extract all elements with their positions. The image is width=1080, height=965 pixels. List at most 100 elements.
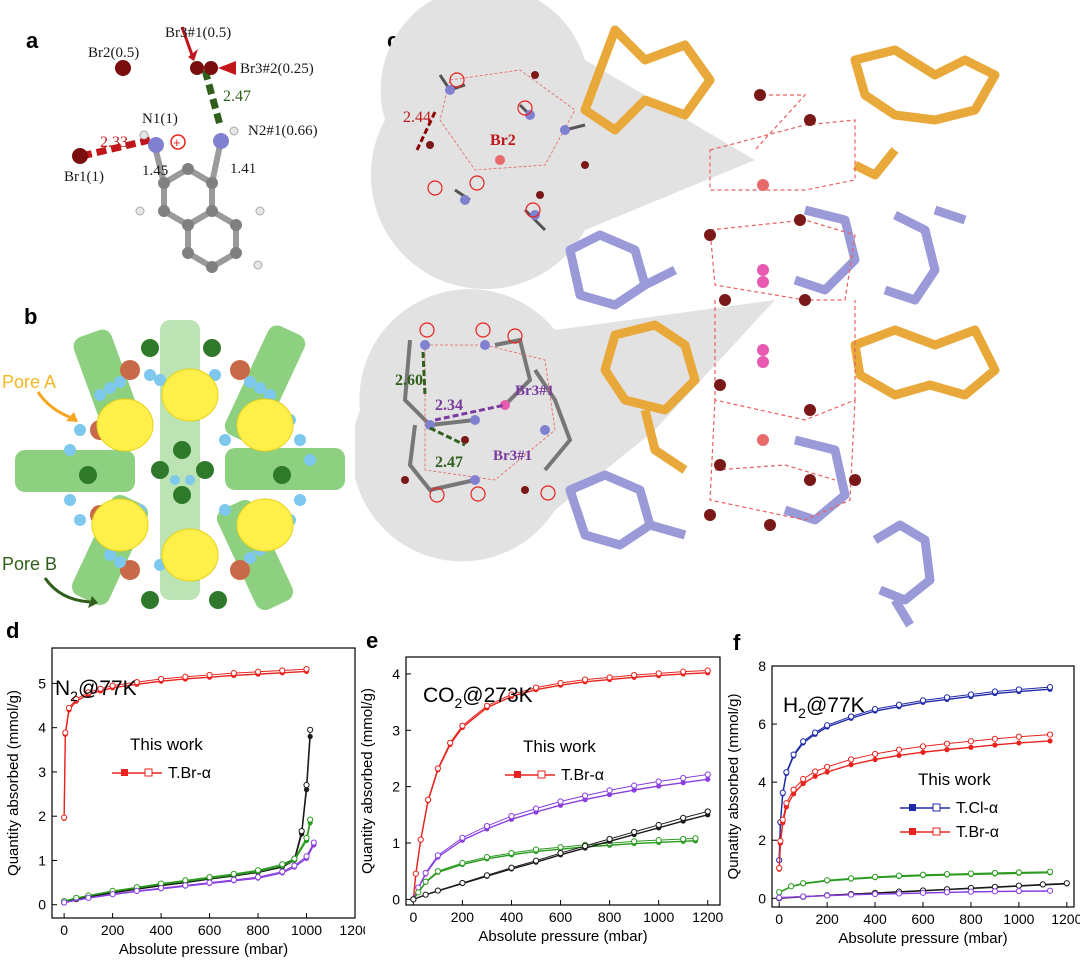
data-point-open-s3-9	[606, 835, 613, 843]
x-tick-label: 0	[409, 909, 417, 925]
bottom-inset-d2: 2.34	[435, 397, 463, 414]
bottom-inset-d1: 2.60	[395, 372, 423, 389]
series-line-2	[778, 872, 1051, 894]
data-point-open-s0-9	[871, 706, 879, 713]
data-point-open-s0-0	[61, 814, 68, 821]
data-point-s1-5	[800, 780, 806, 787]
data-point-open-s0-6	[812, 729, 819, 736]
data-point-open-s2-13	[680, 835, 687, 843]
data-point-open-s0-10	[557, 679, 564, 687]
data-point-open-s2-11	[1015, 869, 1022, 876]
legend-marker-open-1	[932, 827, 941, 836]
x-tick-label: 400	[863, 911, 887, 927]
x-tick-label: 0	[60, 922, 68, 938]
data-point-open-s1-14	[307, 726, 314, 733]
x-tick-label: 1000	[643, 909, 674, 925]
y-tick-label: 4	[758, 774, 766, 790]
pore-b-label: Pore B	[2, 554, 57, 574]
data-point-open-s3-13	[704, 808, 711, 815]
data-point-open-s1-1	[777, 837, 784, 845]
label-n2: N2#1(0.66)	[248, 123, 318, 139]
legend-marker-open-0	[932, 803, 941, 812]
data-point-open-s1-7	[532, 805, 540, 812]
data-point-open-s0-4	[434, 765, 441, 772]
data-point-s1-10	[607, 791, 613, 798]
atoms	[72, 60, 265, 273]
data-point-open-s1-13	[303, 781, 310, 789]
data-point-open-s0-8	[157, 675, 165, 683]
y-axis-label: Quantity absorbed (mmol/g)	[359, 688, 376, 874]
data-point-open-s4-8	[967, 888, 975, 895]
data-point-open-s3-5	[508, 864, 515, 871]
label-n1: N1(1)	[142, 111, 178, 127]
br2-atoms	[757, 179, 769, 446]
plot-frame	[405, 656, 721, 906]
data-point-open-s2-7	[206, 874, 213, 881]
data-point-open-s2-8	[557, 844, 564, 851]
bond-length-2: 1.41	[230, 161, 256, 177]
series-line-2	[412, 840, 696, 900]
x-axis-label: Absolute pressure (mbar)	[838, 930, 1007, 947]
data-point-open-s1-12	[298, 827, 305, 835]
legend-marker-open-0	[144, 768, 153, 777]
data-point-open-s3-12	[1063, 880, 1070, 887]
y-tick-label: 3	[392, 722, 400, 738]
data-point-s1-11	[631, 787, 637, 793]
data-point-open-s0-14	[991, 688, 999, 695]
series-desorb-line-4	[779, 890, 1051, 899]
data-point-open-s1-4	[459, 834, 466, 841]
data-point-s1-13	[968, 744, 974, 750]
data-point-open-s1-6	[812, 768, 819, 775]
data-point-open-s1-7	[824, 763, 831, 771]
y-tick-label: 6	[758, 716, 766, 732]
legend-title: This work	[523, 737, 596, 756]
pore-b-arrowhead-icon	[88, 596, 98, 608]
data-point-open-s0-13	[631, 671, 638, 679]
data-point-open-s3-6	[206, 879, 213, 886]
data-point-open-s2-13	[307, 816, 314, 823]
data-point-s1-14	[705, 776, 711, 782]
data-point-open-s2-6	[182, 877, 189, 884]
data-point-open-s0-6	[459, 722, 466, 729]
data-point-open-s3-10	[291, 862, 298, 869]
data-point-open-s0-1	[412, 870, 419, 877]
data-point-open-s0-3	[424, 796, 432, 803]
y-tick-label: 4	[392, 666, 400, 682]
top-inset-br2-label: Br2	[490, 132, 516, 149]
series-desorb-line-1	[412, 774, 708, 900]
data-point-open-s3-11	[303, 853, 310, 860]
legend-label-0: T.Cl-α	[956, 800, 998, 817]
data-point-s1-6	[812, 773, 818, 779]
label-br3-2: Br3#2(0.25)	[240, 61, 314, 77]
data-point-open-s1-11	[631, 782, 638, 789]
data-point-open-s3-10	[1015, 882, 1022, 889]
x-axis-label: Absolute pressure (mbar)	[119, 941, 288, 958]
data-point-open-s3-1	[85, 894, 92, 901]
data-point-open-s2-10	[279, 861, 286, 868]
top-inset-network	[439, 69, 576, 171]
panel-b-pore-structure: Pore A Pore B	[2, 320, 345, 611]
data-point-open-s4-10	[1015, 887, 1022, 895]
data-point-open-s2-11	[631, 838, 638, 845]
data-point-open-s0-9	[182, 673, 189, 680]
y-tick-label: 3	[38, 764, 46, 780]
data-point-open-s0-8	[847, 713, 855, 720]
data-point-open-s0-10	[206, 671, 213, 679]
panel-letter-d: d	[6, 618, 20, 643]
x-tick-label: 1200	[692, 909, 723, 925]
legend-label-0: T.Br-α	[561, 767, 604, 784]
data-point-open-s4-0	[776, 894, 783, 901]
data-point-open-s1-6	[508, 813, 515, 820]
x-tick-label: 200	[815, 911, 839, 927]
y-tick-label: 2	[758, 832, 766, 848]
gas-annotation: H2@77K	[783, 694, 865, 721]
series-desorb-line-2	[412, 837, 696, 900]
data-point-open-s4-5	[895, 890, 903, 897]
data-point-open-s1-16	[1046, 731, 1054, 738]
data-point-s1-8	[848, 762, 854, 768]
panel-c-crystal-packing: 2.44 Br2 2.60 2.34 2.47 Br3#1 Br3#1	[355, 0, 1000, 628]
data-point-open-s0-2	[65, 704, 73, 712]
data-point-open-s0-12	[254, 668, 262, 675]
legend-marker-open-0	[537, 770, 546, 779]
data-point-open-s2-12	[303, 834, 310, 842]
